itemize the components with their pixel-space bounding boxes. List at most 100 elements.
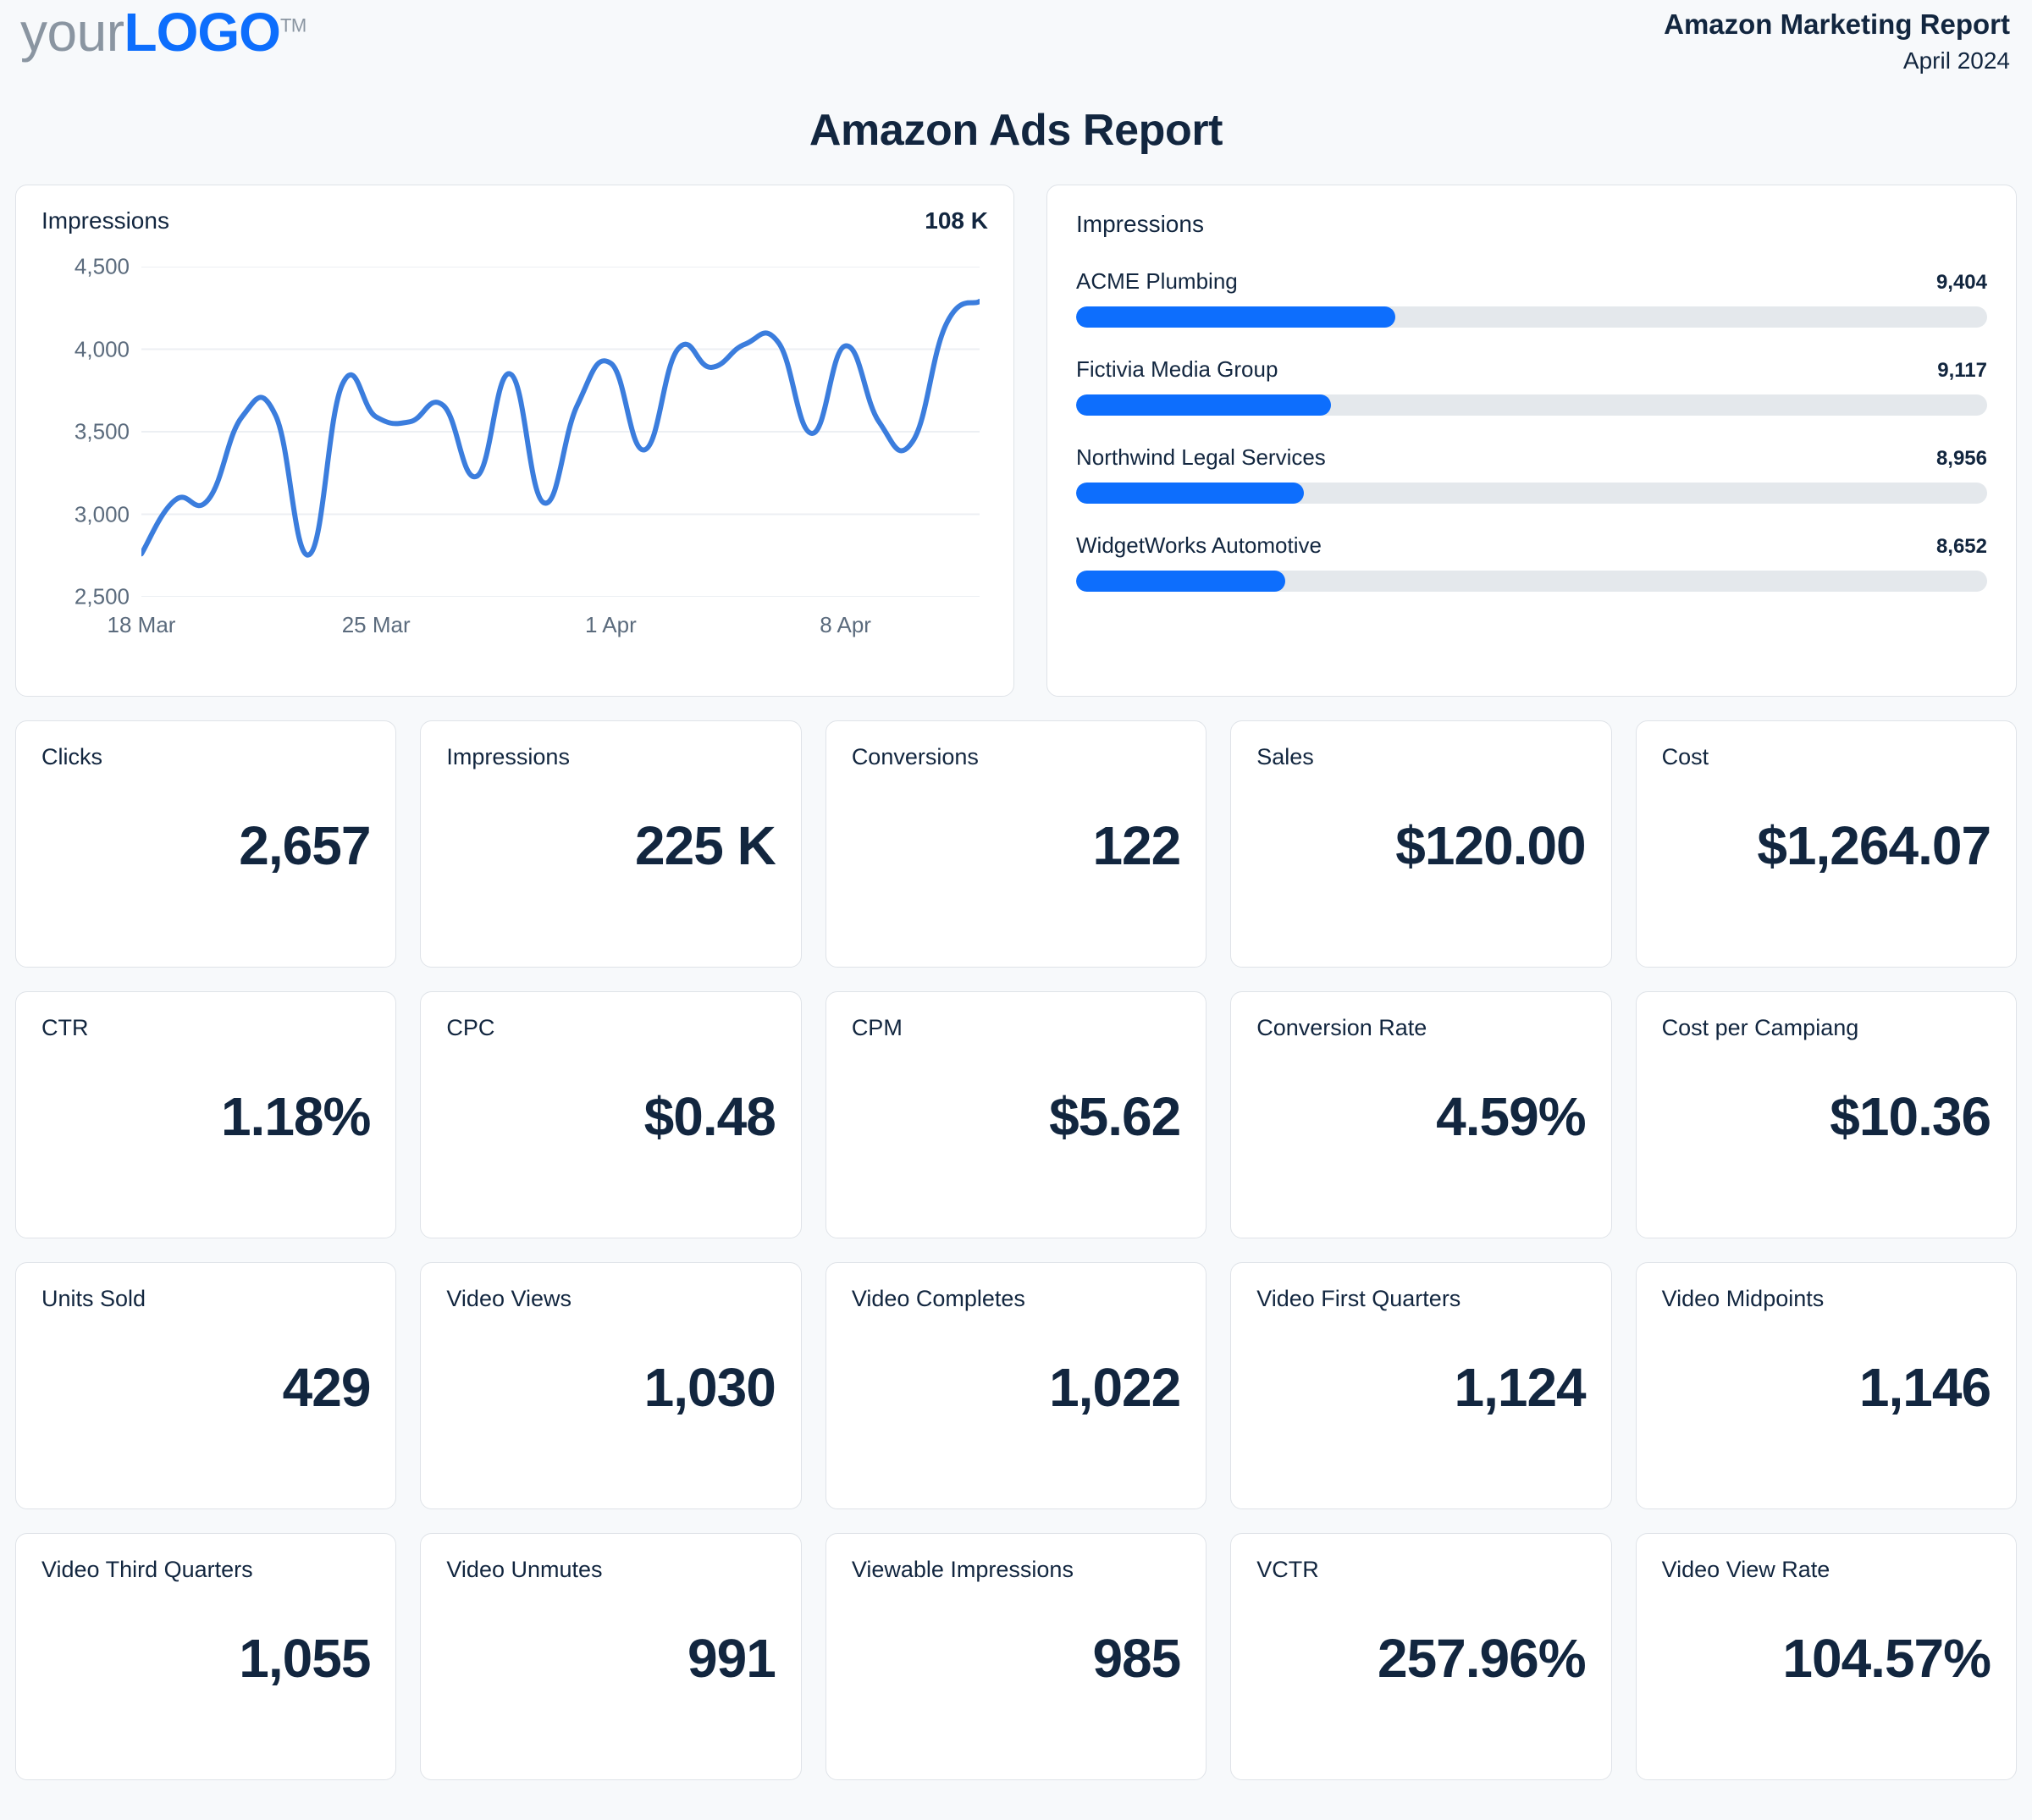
impressions-bar-value: 9,117 [1937, 359, 1987, 382]
kpi-card: Video View Rate 104.57% [1635, 1533, 2018, 1780]
kpi-label: CTR [41, 1015, 89, 1040]
kpi-label: Video Third Quarters [41, 1557, 253, 1582]
impressions-bar-row: Fictivia Media Group 9,117 [1076, 356, 1987, 416]
impressions-bar-value: 8,652 [1935, 535, 1987, 558]
kpi-label: Viewable Impressions [851, 1557, 1074, 1582]
trademark-icon: TM [279, 14, 306, 36]
kpi-row: Video Third Quarters 1,055 Video Unmutes 99… [15, 1533, 2018, 1780]
kpi-card: Conversion Rate 4.59% [1230, 991, 1612, 1238]
kpi-card: Impressions 225 K [420, 720, 802, 968]
impressions-line-chart [141, 267, 980, 597]
kpi-card: Cost $1,264.07 [1635, 720, 2018, 968]
kpi-card: Video Completes 1,022 [825, 1262, 1207, 1509]
kpi-card: Clicks 2,657 [15, 720, 397, 968]
impressions-bar-value: 8,956 [1935, 447, 1987, 470]
impressions-bar-track [1076, 394, 1987, 416]
chart-x-axis: 18 Mar 25 Mar 1 Apr 8 Apr [108, 612, 980, 646]
kpi-value: 985 [1092, 1628, 1181, 1690]
chart-area: 2,500 3,000 3,500 4,000 4,500 18 Mar 25 Mar 1 … [41, 254, 988, 656]
kpi-row: Clicks 2,657 Impressions 225 K Conversions 12… [15, 720, 2018, 968]
kpi-value: 104.57% [1782, 1628, 1991, 1690]
impressions-bar-label: Northwind Legal Services [1076, 444, 1326, 470]
kpi-card: Video Midpoints 1,146 [1635, 1262, 2018, 1509]
kpi-card: CPC $0.48 [420, 991, 802, 1238]
impressions-bar-head: Northwind Legal Services 8,956 [1076, 444, 1987, 471]
report-header: yourLOGOTM Amazon Marketing Report April… [15, 0, 2017, 100]
impressions-breakdown-card: Impressions ACME Plumbing 9,404 Fictivia M… [1046, 185, 2017, 697]
kpi-value: 991 [687, 1628, 776, 1690]
kpi-value: 1,146 [1858, 1357, 1991, 1419]
kpi-value: 429 [282, 1357, 372, 1419]
impressions-bar-head: ACME Plumbing 9,404 [1076, 268, 1987, 295]
kpi-label: Video Completes [851, 1286, 1025, 1311]
kpi-label: Cost [1661, 744, 1709, 769]
chart-line-path [141, 301, 980, 555]
impressions-bar-track [1076, 483, 1987, 504]
kpi-value: 1,022 [1049, 1357, 1181, 1419]
impressions-breakdown-title: Impressions [1076, 211, 1204, 237]
kpi-value: 1.18% [220, 1086, 371, 1148]
kpi-value: 122 [1092, 815, 1181, 877]
chart-y-axis: 2,500 3,000 3,500 4,000 4,500 [41, 254, 130, 609]
kpi-value: $120.00 [1395, 815, 1586, 877]
chart-x-tick-label: 1 Apr [585, 612, 637, 637]
kpi-card: Sales $120.00 [1230, 720, 1612, 968]
kpi-value: 1,124 [1454, 1357, 1586, 1419]
kpi-card: Video Views 1,030 [420, 1262, 802, 1509]
kpi-label: VCTR [1256, 1557, 1319, 1582]
kpi-value: 1,030 [643, 1357, 776, 1419]
kpi-label: CPM [851, 1015, 903, 1040]
impressions-bar-head: WidgetWorks Automotive 8,652 [1076, 532, 1987, 559]
kpi-card: CPM $5.62 [825, 991, 1207, 1238]
kpi-label: Video Unmutes [446, 1557, 603, 1582]
impressions-bar-row: Northwind Legal Services 8,956 [1076, 444, 1987, 504]
impressions-chart-card: Impressions 108 K 2,500 3,000 3,500 4,000 4,… [15, 185, 1014, 697]
chart-x-tick-label: 8 Apr [820, 612, 871, 637]
chart-total-value: 108 K [925, 207, 988, 234]
chart-y-tick-label: 4,000 [74, 336, 130, 361]
kpi-value: $10.36 [1830, 1086, 1991, 1148]
top-panels: Impressions 108 K 2,500 3,000 3,500 4,000 4,… [15, 185, 2017, 697]
logo-text-logo: LOGO [124, 2, 281, 63]
kpi-card: VCTR 257.96% [1230, 1533, 1612, 1780]
kpi-value: 2,657 [239, 815, 371, 877]
kpi-label: Video First Quarters [1256, 1286, 1461, 1311]
kpi-card: Video Third Quarters 1,055 [15, 1533, 397, 1780]
kpi-card: Video Unmutes 991 [420, 1533, 802, 1780]
chart-plot-area [141, 267, 980, 597]
kpi-card: Units Sold 429 [15, 1262, 397, 1509]
kpi-value: $1,264.07 [1757, 815, 1991, 877]
kpi-label: Cost per Campiang [1661, 1015, 1859, 1040]
kpi-label: Video View Rate [1661, 1557, 1830, 1582]
impressions-bar-label: ACME Plumbing [1076, 268, 1238, 294]
chart-x-tick-label: 25 Mar [341, 612, 411, 637]
header-meta: Amazon Marketing Report April 2024 [1664, 0, 2017, 79]
logo-text-your: your [20, 2, 124, 63]
impressions-bar-label: Fictivia Media Group [1076, 356, 1278, 382]
kpi-label: CPC [446, 1015, 495, 1040]
impressions-bar-fill [1076, 306, 1395, 328]
kpi-value: $0.48 [643, 1086, 776, 1148]
chart-title: Impressions [41, 207, 169, 234]
kpi-grid: Clicks 2,657 Impressions 225 K Conversions 12… [15, 720, 2018, 1780]
kpi-value: 225 K [635, 815, 776, 877]
impressions-bar-track [1076, 306, 1987, 328]
chart-y-tick-label: 3,000 [74, 501, 130, 527]
kpi-label: Sales [1256, 744, 1314, 769]
kpi-label: Impressions [446, 744, 570, 769]
kpi-value: 257.96% [1377, 1628, 1587, 1690]
kpi-card: Viewable Impressions 985 [825, 1533, 1207, 1780]
kpi-card: CTR 1.18% [15, 991, 397, 1238]
chart-y-tick-label: 2,500 [74, 583, 130, 609]
impressions-bar-row: WidgetWorks Automotive 8,652 [1076, 532, 1987, 592]
kpi-card: Cost per Campiang $10.36 [1635, 991, 2018, 1238]
kpi-label: Conversions [851, 744, 979, 769]
kpi-card: Conversions 122 [825, 720, 1207, 968]
impressions-bar-head: Fictivia Media Group 9,117 [1076, 356, 1987, 383]
kpi-value: 1,055 [239, 1628, 371, 1690]
kpi-row: CTR 1.18% CPC $0.48 CPM $5.62 Conversion Rate 4… [15, 991, 2018, 1238]
chart-y-tick-label: 3,500 [74, 418, 130, 444]
chart-x-tick-label: 18 Mar [107, 612, 176, 637]
kpi-row: Units Sold 429 Video Views 1,030 Video Compl… [15, 1262, 2018, 1509]
